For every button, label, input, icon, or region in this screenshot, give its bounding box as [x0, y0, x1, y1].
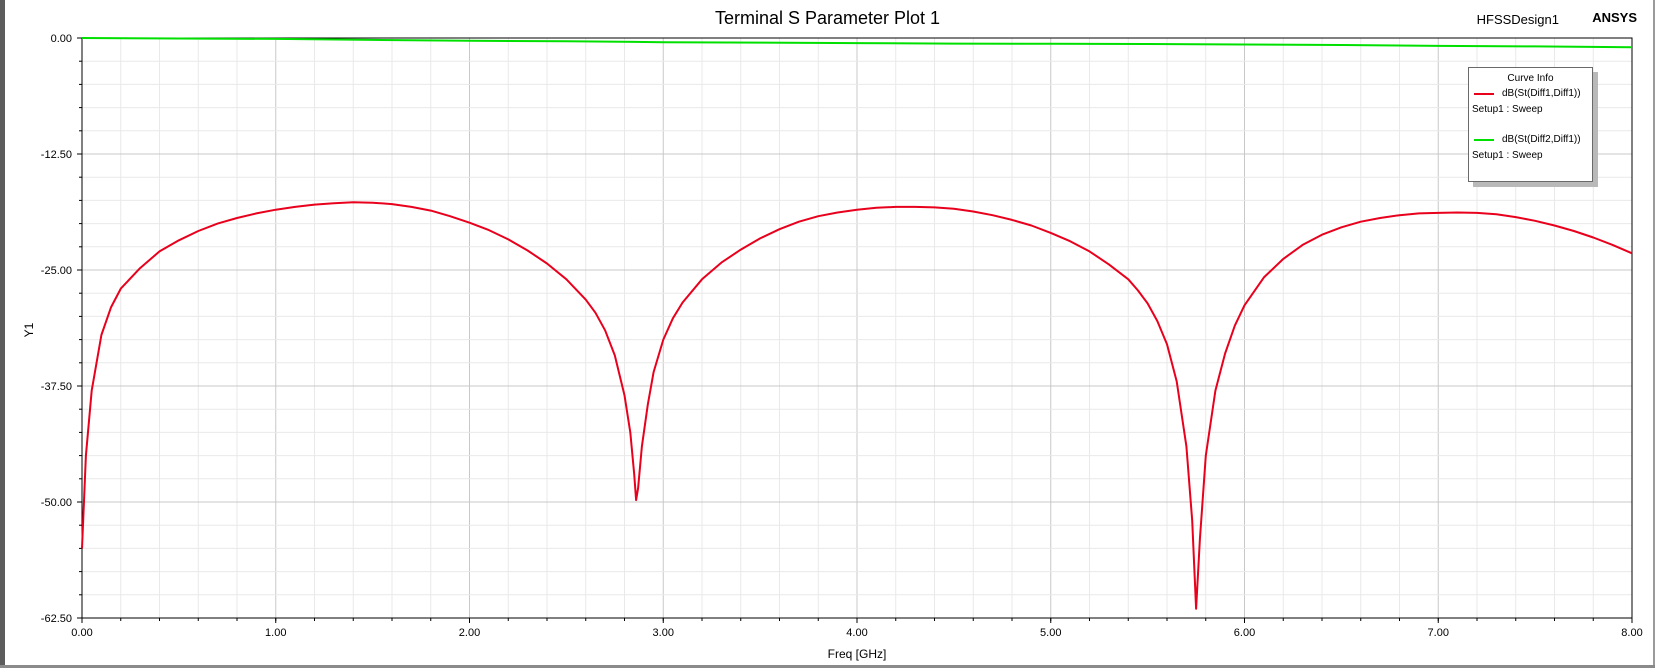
window-bottom-border	[0, 665, 1655, 668]
legend-entry-setup: Setup1 : Sweep	[1472, 150, 1543, 161]
x-tick-label: 6.00	[1234, 627, 1255, 639]
legend-swatch-line	[1474, 139, 1494, 141]
series-line-diff1-diff1[interactable]	[81, 201, 1633, 610]
legend-entry-diff2-diff1: dB(St(Diff2,Diff1)) Setup1 : Sweep	[1469, 130, 1592, 176]
x-tick-label: 5.00	[1040, 627, 1061, 639]
y-tick-label: 0.00	[51, 33, 72, 45]
design-name-label: HFSSDesign1	[1476, 12, 1559, 27]
legend-entry-name: dB(St(Diff2,Diff1))	[1502, 134, 1581, 145]
x-tick-label: 2.00	[459, 627, 480, 639]
series-line-diff2-diff1[interactable]	[81, 37, 1633, 49]
legend-swatch-line	[1474, 93, 1494, 95]
brand-logo-text: ANSYS	[1592, 10, 1637, 25]
y-tick-label: -12.50	[41, 149, 72, 161]
y-tick-label: -50.00	[41, 497, 72, 509]
axes: 0.00 1.00 2.00 3.00 4.00 5.00 6.00 7.00 8.00 0.00…	[41, 33, 1643, 639]
y-tick-label: -37.50	[41, 381, 72, 393]
series-group	[81, 37, 1633, 610]
grid-lines	[81, 37, 1633, 619]
window-left-border	[0, 0, 5, 668]
x-axis-label: Freq [GHz]	[828, 647, 887, 661]
legend-entry-name: dB(St(Diff1,Diff1))	[1502, 88, 1581, 99]
y-tick-label: -25.00	[41, 265, 72, 277]
y-axis-label: Y1	[22, 322, 36, 337]
curve-info-legend[interactable]: Curve Info dB(St(Diff1,Diff1)) Setup1 : …	[1468, 67, 1593, 182]
x-tick-label: 8.00	[1621, 627, 1642, 639]
legend-title: Curve Info	[1507, 73, 1554, 84]
x-tick-label: 7.00	[1428, 627, 1449, 639]
window-right-border	[1653, 0, 1655, 668]
plot-title: Terminal S Parameter Plot 1	[714, 8, 941, 28]
x-tick-label: 3.00	[653, 627, 674, 639]
legend-entry-diff1-diff1: dB(St(Diff1,Diff1)) Setup1 : Sweep	[1469, 84, 1592, 130]
y-tick-label: -62.50	[41, 613, 72, 625]
x-tick-label: 1.00	[265, 627, 286, 639]
x-tick-label: 0.00	[71, 627, 92, 639]
legend-entry-setup: Setup1 : Sweep	[1472, 104, 1543, 115]
x-tick-label: 4.00	[846, 627, 867, 639]
